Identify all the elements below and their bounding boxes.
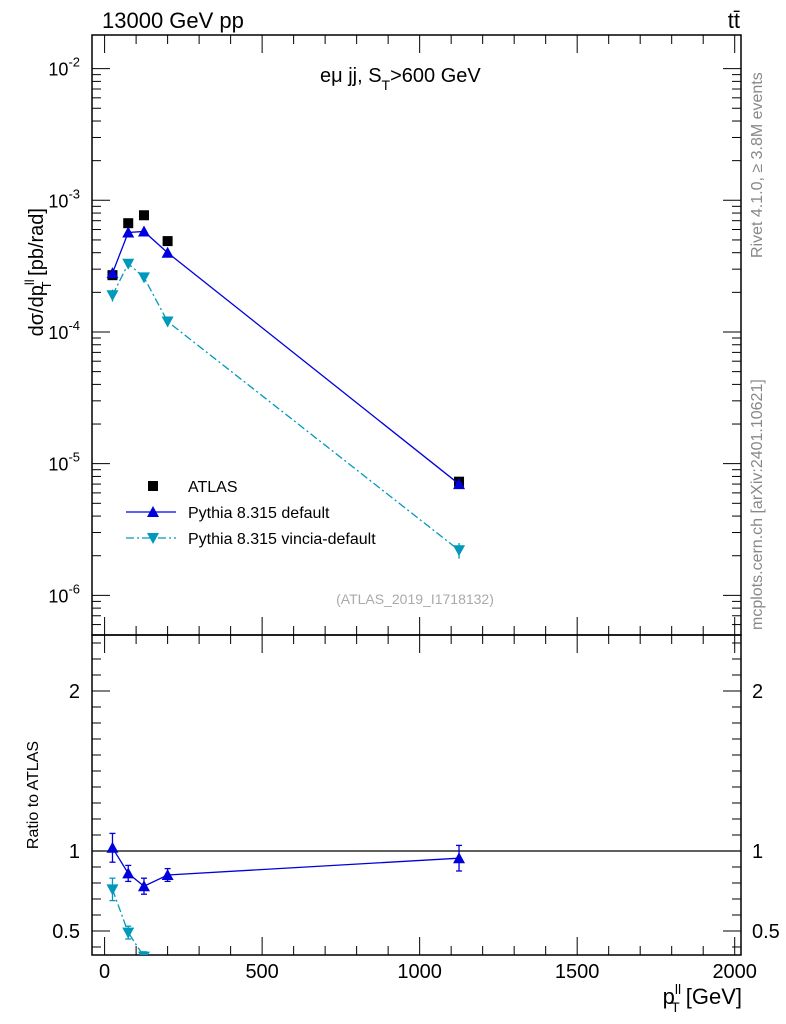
data-point [138, 210, 149, 221]
y-tick-label-base: 10 [48, 191, 68, 211]
x-axis-label-pre: p [663, 984, 675, 1009]
data-point [137, 272, 150, 284]
plot-title: eμ jj, ST>600 GeV [320, 65, 481, 93]
ratio-series-group [106, 832, 466, 978]
x-tick-label: 500 [245, 961, 278, 983]
y-tick-label-base: 10 [48, 586, 68, 606]
ratio-data-point [122, 927, 135, 939]
x-tick-label: 0 [99, 961, 110, 983]
mcplots-label: mcplots.cern.ch [arXiv:2401.10621] [749, 379, 766, 630]
data-point [123, 218, 134, 229]
process-label: tt̄ [728, 8, 740, 33]
ratio-data-point [106, 841, 119, 853]
ratio-data-point [106, 884, 119, 896]
y-tick-label-base: 10 [48, 455, 68, 475]
x-axis-label-sup: ll [675, 981, 681, 997]
plot-title-post: >600 GeV [390, 65, 481, 87]
rivet-label: Rivet 4.1.0, ≥ 3.8M events [749, 72, 766, 258]
y-tick-label-exp: -5 [68, 450, 80, 465]
main-axis-ticks: 10-610-510-410-310-2 [48, 35, 741, 636]
energy-label: 13000 GeV pp [102, 8, 244, 33]
series-line [111, 230, 460, 485]
ratio-series-line [111, 847, 460, 887]
y-tick-label-right: 2 [752, 681, 763, 703]
ratio-data-marks [106, 832, 466, 978]
y-tick-label: 1 [69, 841, 80, 863]
y-tick-label-exp: -4 [68, 318, 80, 333]
ratio-data-point [122, 867, 135, 879]
y-tick-label-right: 0.5 [752, 921, 780, 943]
data-point [162, 236, 173, 247]
main-y-label-sup: ll [22, 279, 37, 285]
legend-vincia-label: Pythia 8.315 vincia-default [188, 531, 376, 548]
legend-default-marker [147, 506, 159, 517]
ratio-data-point [137, 880, 150, 892]
data-point [453, 478, 466, 490]
data-point [161, 316, 174, 328]
legend-atlas-label: ATLAS [188, 479, 238, 496]
series-line [111, 262, 460, 551]
ratio-series-line [111, 889, 144, 955]
y-tick-label-exp: -2 [68, 55, 80, 70]
data-point [161, 246, 174, 258]
x-axis-label-post: [GeV] [680, 984, 742, 1009]
y-tick-label-right: 1 [752, 841, 763, 863]
data-point [106, 290, 119, 302]
legend: ATLAS Pythia 8.315 default Pythia 8.315 … [126, 479, 376, 548]
ratio-y-label: Ratio to ATLAS [25, 741, 42, 849]
x-tick-label: 2000 [712, 961, 757, 983]
ratio-axis-ticks: 0.5 0.5 1 1 2 2 0 500 1000 1500 2000 [52, 635, 780, 983]
main-y-label-sub: T [39, 281, 54, 289]
data-point [137, 225, 150, 237]
y-tick-label: 10-5 [48, 450, 80, 475]
x-tick-label: 1500 [555, 961, 600, 983]
data-point [122, 226, 135, 238]
y-tick-label: 10-3 [48, 186, 80, 211]
y-tick-label-base: 10 [48, 323, 68, 343]
data-point [122, 258, 135, 270]
x-axis-label: pll T [GeV] [663, 981, 742, 1015]
y-tick-label: 10-4 [48, 318, 80, 343]
y-tick-label-base: 10 [48, 60, 68, 80]
y-tick-label-exp: -6 [68, 581, 80, 596]
data-point [453, 545, 466, 557]
ratio-data-point [162, 967, 174, 978]
y-tick-label: 10-2 [48, 55, 80, 80]
y-tick-label: 10-6 [48, 581, 80, 606]
x-tick-label: 1000 [397, 961, 442, 983]
legend-vincia-marker [147, 533, 159, 544]
y-tick-label: 2 [69, 681, 80, 703]
y-tick-label: 0.5 [52, 921, 80, 943]
main-y-label-post: [pb/rad] [26, 208, 48, 281]
x-axis-label-sub: T [671, 999, 680, 1015]
ratio-data-point [137, 951, 150, 955]
analysis-annotation: (ATLAS_2019_I1718132) [336, 591, 494, 607]
ratio-data-point [161, 869, 174, 880]
legend-default-label: Pythia 8.315 default [188, 505, 330, 522]
data-point [106, 267, 119, 279]
legend-atlas-marker [148, 481, 158, 491]
main-data-marks [106, 210, 466, 559]
ratio-data-point [453, 852, 466, 864]
ratio-plot-frame [91, 634, 742, 956]
y-tick-label-exp: -3 [68, 186, 80, 201]
plot-title-pre: eμ jj, S [320, 65, 382, 87]
main-y-label: dσ/dpll T [pb/rad] [22, 208, 54, 336]
plot-title-sub: T [382, 77, 391, 93]
ratio-data-point [453, 958, 465, 969]
main-y-label-pre: dσ/dp [26, 285, 48, 336]
